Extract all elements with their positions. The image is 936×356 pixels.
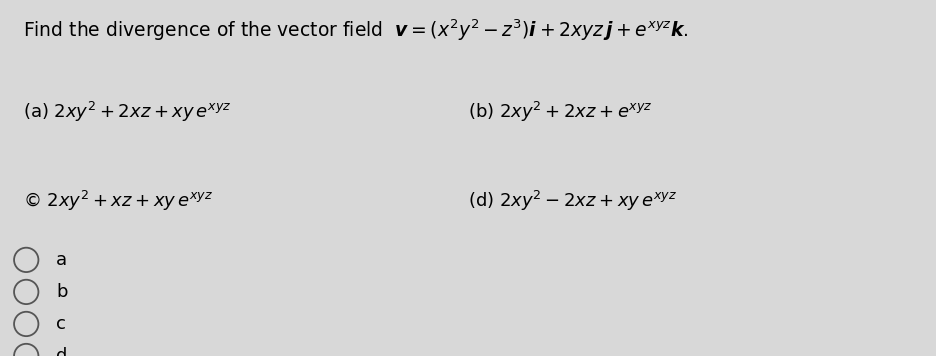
Text: d: d — [56, 347, 67, 356]
Text: (a) $2xy^2 + 2xz + xy\,e^{xyz}$: (a) $2xy^2 + 2xz + xy\,e^{xyz}$ — [23, 100, 232, 124]
Text: Find the divergence of the vector field  $\boldsymbol{v} = (x^2y^2 - z^3)\boldsy: Find the divergence of the vector field … — [23, 18, 688, 43]
Text: (d) $2xy^2 - 2xz + xy\,e^{xyz}$: (d) $2xy^2 - 2xz + xy\,e^{xyz}$ — [468, 189, 677, 213]
Text: a: a — [56, 251, 67, 269]
Text: b: b — [56, 283, 67, 301]
Text: (b) $2xy^2 + 2xz + e^{xyz}$: (b) $2xy^2 + 2xz + e^{xyz}$ — [468, 100, 652, 124]
Text: © $2xy^2 + xz + xy\,e^{xyz}$: © $2xy^2 + xz + xy\,e^{xyz}$ — [23, 189, 213, 213]
Text: c: c — [56, 315, 66, 333]
